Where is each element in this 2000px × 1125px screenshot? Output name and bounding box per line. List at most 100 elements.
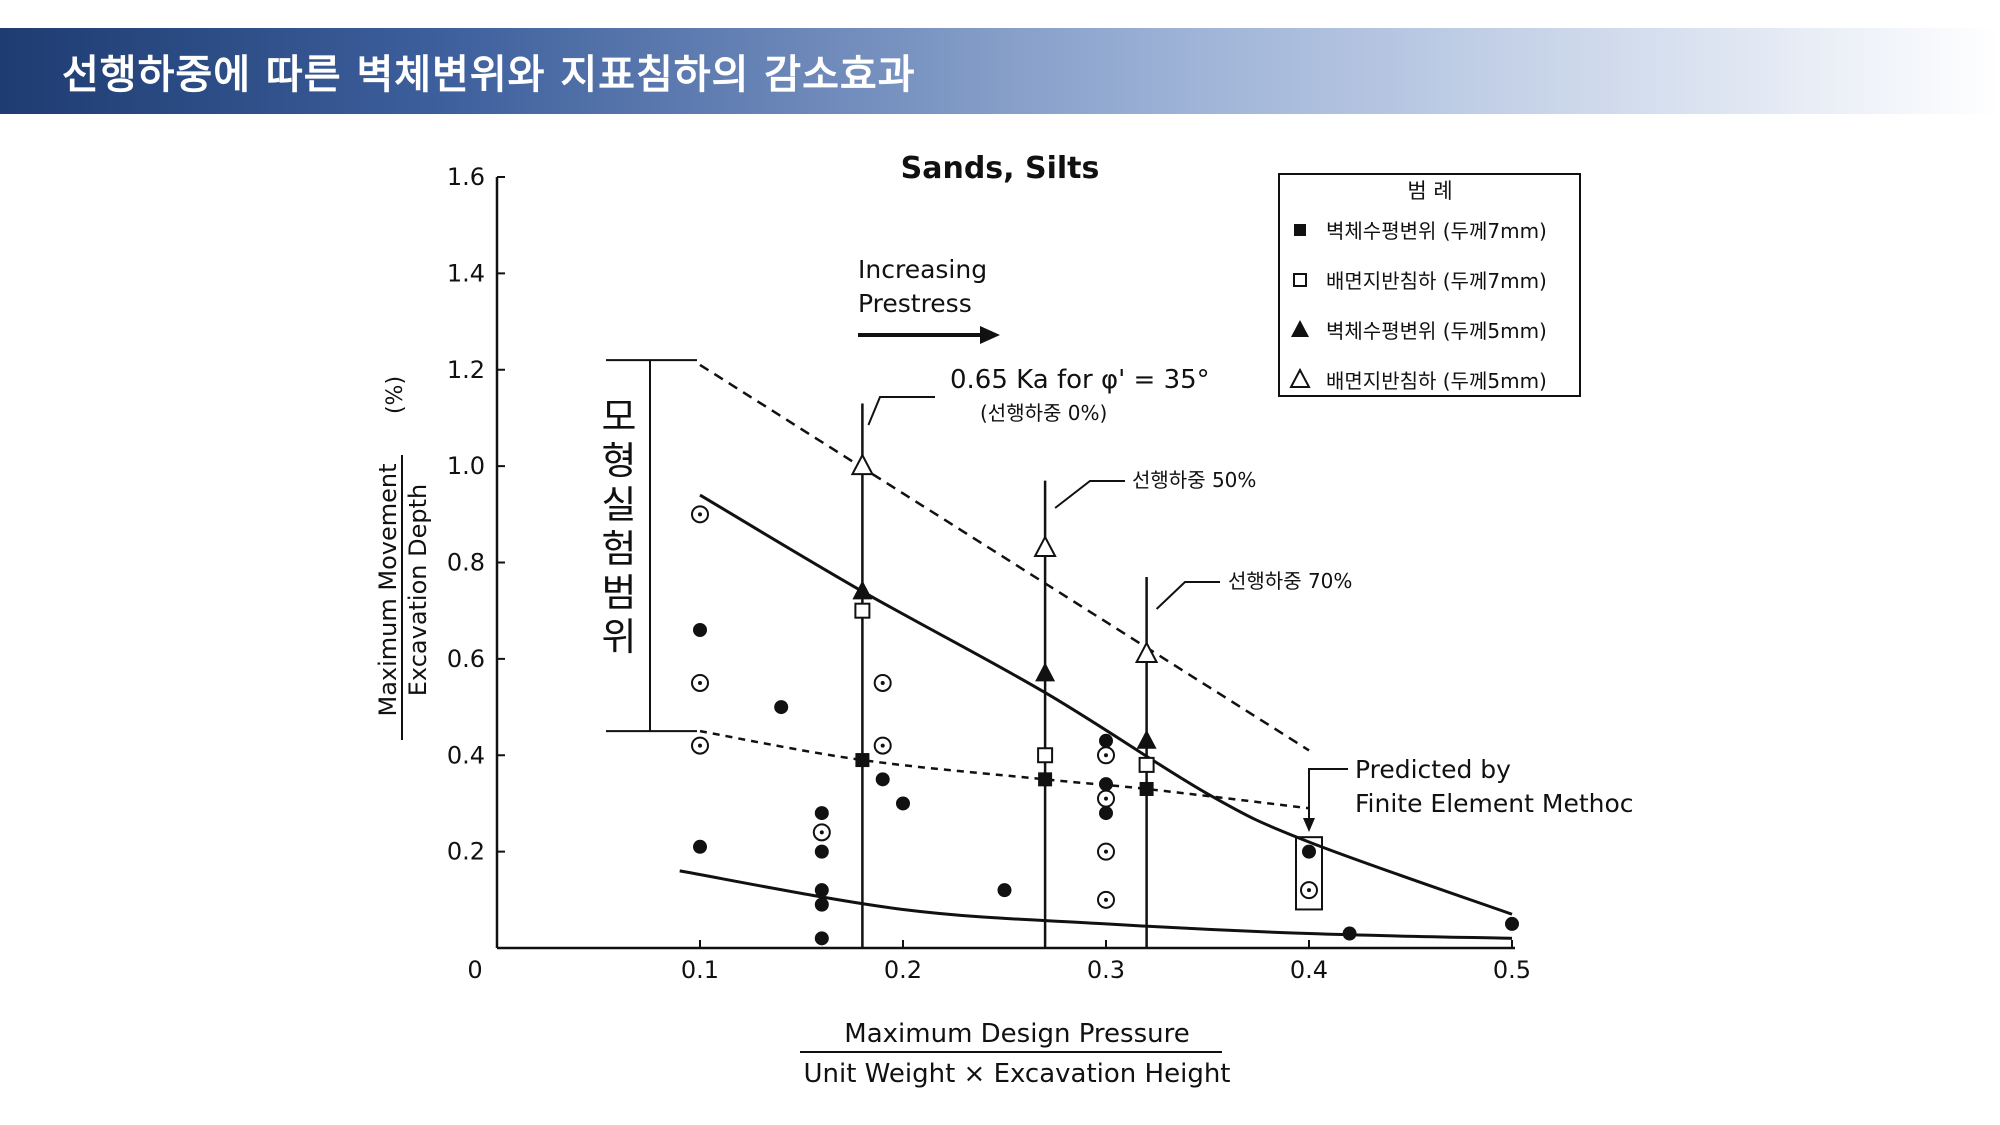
increasing-arrow-head xyxy=(980,326,1000,344)
chart-title: Sands, Silts xyxy=(901,151,1100,186)
filled-dot xyxy=(814,883,829,898)
x-tick-label: 0.1 xyxy=(681,956,719,984)
y-tick-label: 1.0 xyxy=(447,452,485,480)
x-axis-label-denominator: Unit Weight × Excavation Height xyxy=(803,1059,1230,1089)
open-dot-center xyxy=(1104,753,1108,758)
filled-dot xyxy=(1302,844,1316,859)
upper-dashed-curve xyxy=(699,363,1310,752)
predicted-leader xyxy=(1308,768,1348,820)
prestress-70-label: 선행하중 70% xyxy=(1228,569,1352,593)
series-point xyxy=(1035,662,1056,682)
prestress-label: Prestress xyxy=(858,289,972,318)
filled-dot xyxy=(814,806,829,821)
series-point xyxy=(1038,772,1053,787)
legend-marker xyxy=(1289,367,1311,388)
filled-dot xyxy=(814,844,829,859)
ka-leader xyxy=(867,396,935,426)
x-axis-label-numerator: Maximum Design Pressure xyxy=(844,1019,1189,1049)
range-label-char: 형 xyxy=(602,439,637,483)
predicted-leader-head xyxy=(1303,818,1315,832)
prestress-70-leader xyxy=(1155,581,1220,610)
series-point xyxy=(1033,534,1057,558)
y-tick-label: 1.6 xyxy=(447,163,485,191)
filled-dot xyxy=(1505,916,1519,931)
open-dot-center xyxy=(880,743,885,748)
series-point xyxy=(1139,781,1154,796)
legend-marker xyxy=(1294,224,1306,236)
filled-dot xyxy=(875,772,890,787)
title-bar: 선행하중에 따른 벽체변위와 지표침하의 감소효과 xyxy=(0,28,2000,114)
range-label-char: 범 xyxy=(602,571,637,615)
y-tick-label: 0.4 xyxy=(447,741,485,769)
filled-dot xyxy=(693,622,707,637)
prestress-50-label: 선행하중 50% xyxy=(1132,468,1256,492)
series-point xyxy=(1136,729,1157,749)
range-label-char: 험 xyxy=(602,527,637,571)
lower-solid-curve xyxy=(679,869,1513,940)
open-dot-center xyxy=(698,680,702,685)
legend-title: 범 례 xyxy=(1407,179,1452,203)
series-point xyxy=(854,602,871,619)
filled-dot xyxy=(814,931,829,946)
open-dot-center xyxy=(1104,796,1108,801)
open-dot-center xyxy=(1104,897,1108,902)
filled-dot xyxy=(814,897,829,912)
x-tick-label: 0 xyxy=(467,956,482,984)
filled-dot xyxy=(1099,806,1113,821)
open-dot-center xyxy=(1307,888,1311,893)
chart-annotations: Increasing Prestress 0.65 Ka for φ' = 35° (… xyxy=(602,255,1634,911)
chart-axes: 0 0.1 0.2 0.3 0.4 0.5 0.2 0.4 0.6 0.8 1.0 1.2 1.4 1.6 xyxy=(447,163,1531,984)
legend-item-label: 벽체수평변위 (두께5mm) xyxy=(1326,319,1547,343)
ka-sublabel: (선행하중 0%) xyxy=(980,401,1107,425)
legend-item-label: 배면지반침하 (두께7mm) xyxy=(1326,269,1547,293)
filled-dot xyxy=(1099,733,1113,748)
y-tick-label: 0.2 xyxy=(447,838,485,866)
range-label-char: 실 xyxy=(602,483,637,527)
open-dot-center xyxy=(698,743,702,748)
filled-dot xyxy=(997,883,1012,898)
series-point xyxy=(855,753,870,768)
series-point xyxy=(852,580,873,600)
prestress-50-leader xyxy=(1054,480,1125,509)
filled-dot xyxy=(896,796,910,811)
filled-dot xyxy=(693,839,707,854)
upper-solid-curve xyxy=(699,493,1513,916)
legend-item-label: 벽체수평변위 (두께7mm) xyxy=(1326,219,1547,243)
y-axis-label-denominator: Excavation Depth xyxy=(404,484,432,696)
x-tick-label: 0.4 xyxy=(1290,956,1328,984)
series-point xyxy=(850,452,875,476)
page-title: 선행하중에 따른 벽체변위와 지표침하의 감소효과 xyxy=(62,52,916,98)
legend-marker xyxy=(1291,320,1309,337)
y-tick-label: 0.8 xyxy=(447,549,485,577)
x-tick-label: 0.3 xyxy=(1087,956,1125,984)
legend-item-label: 배면지반침하 (두께5mm) xyxy=(1326,369,1547,393)
y-tick-label: 0.6 xyxy=(447,645,485,673)
predicted-label-line1: Predicted by xyxy=(1355,755,1511,784)
predicted-box xyxy=(1295,836,1323,911)
ka-label: 0.65 Ka for φ' = 35° xyxy=(950,365,1210,395)
filled-dot xyxy=(1099,777,1113,792)
y-axis-label-unit: (%) xyxy=(383,376,408,414)
y-tick-label: 1.2 xyxy=(447,356,485,384)
open-dot-center xyxy=(819,830,824,835)
chart-curves xyxy=(679,363,1513,948)
filled-dot xyxy=(774,700,789,715)
y-tick-label: 1.4 xyxy=(447,259,485,287)
chart-points xyxy=(691,452,1519,946)
series-point xyxy=(1134,640,1159,664)
middle-dashed-curve xyxy=(699,729,1310,810)
series-point xyxy=(1138,756,1155,773)
predicted-label-line2: Finite Element Methoc xyxy=(1355,789,1634,818)
filled-dot xyxy=(1342,926,1357,941)
legend-marker xyxy=(1293,273,1307,287)
open-dot-center xyxy=(880,680,885,685)
x-tick-label: 0.2 xyxy=(884,956,922,984)
x-tick-label: 0.5 xyxy=(1493,956,1531,984)
increasing-label: Increasing xyxy=(858,255,987,284)
open-dot-center xyxy=(698,512,702,517)
range-label-char: 위 xyxy=(602,615,637,659)
series-point xyxy=(1037,747,1054,764)
open-dot-center xyxy=(1104,849,1108,854)
legend-box xyxy=(1278,173,1581,397)
